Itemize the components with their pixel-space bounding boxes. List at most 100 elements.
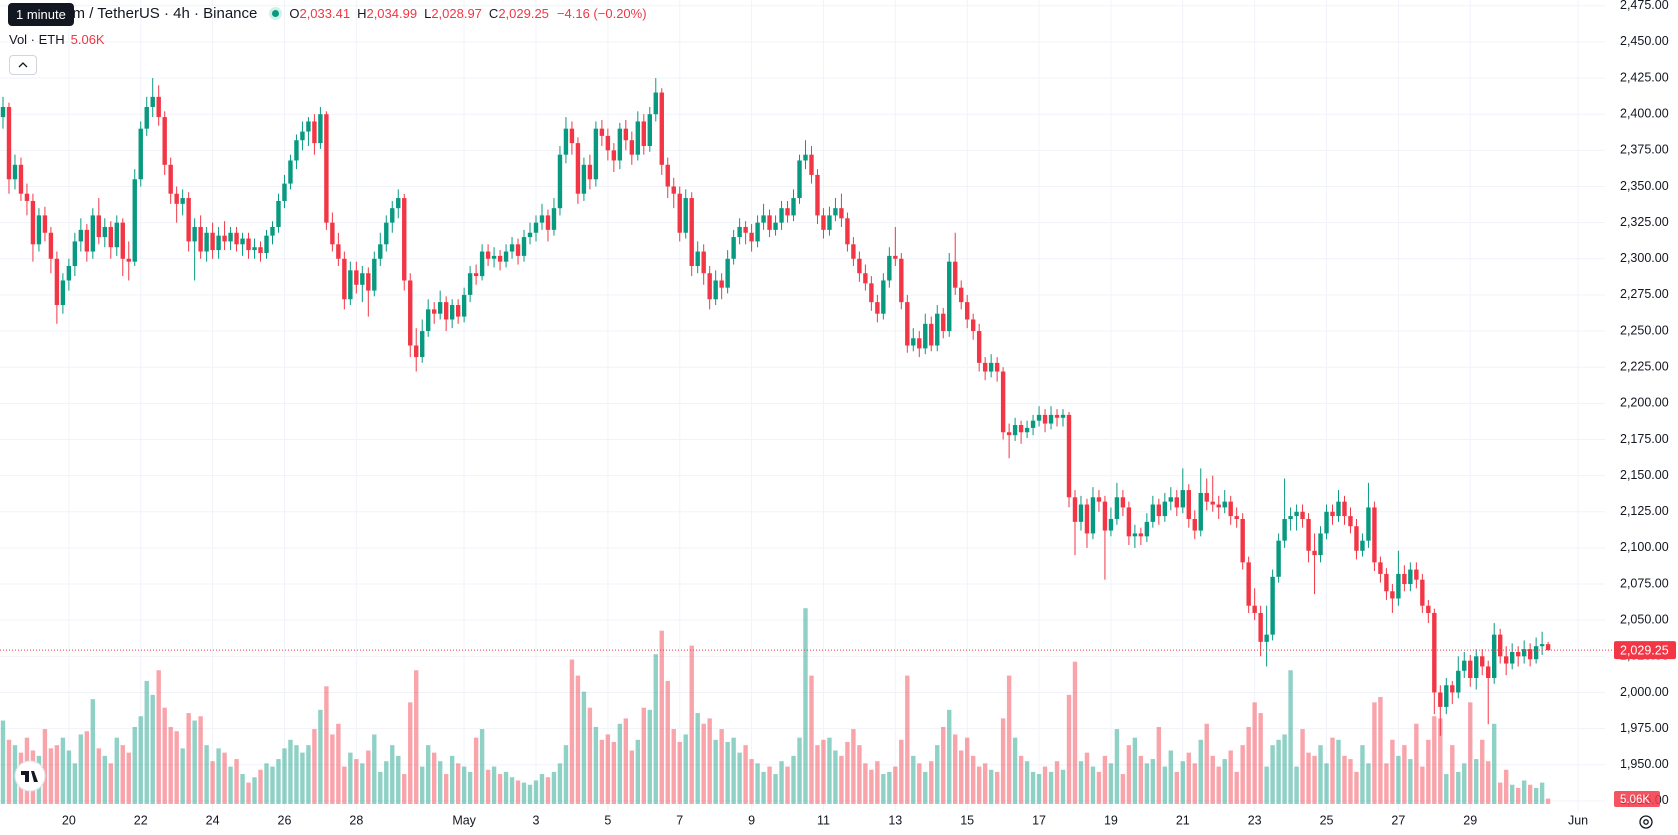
volume-bar <box>96 748 102 804</box>
volume-bar <box>875 761 880 804</box>
y-tick-label: 1,975.00 <box>1620 721 1669 735</box>
volume-bar <box>1108 763 1114 804</box>
candle-body <box>1234 516 1239 519</box>
candle-body <box>1336 501 1341 517</box>
volume-bar <box>893 766 898 804</box>
volume-bar <box>1539 782 1545 804</box>
y-tick-label: 2,400.00 <box>1620 107 1669 121</box>
volume-bar <box>449 755 455 804</box>
candle-body <box>1450 685 1455 693</box>
candle-body <box>210 232 215 251</box>
candle-body <box>761 215 766 223</box>
symbol-title[interactable]: Ethereum / TetherUS · 4h · Binance <box>20 5 258 22</box>
volume-bar <box>845 741 850 804</box>
candle-body <box>803 154 808 161</box>
candle-body <box>1492 634 1497 679</box>
candle-body <box>683 198 688 233</box>
candle-body <box>1486 666 1491 679</box>
volume-bar <box>1222 759 1227 804</box>
open-label: O <box>289 6 300 21</box>
volume-bar <box>767 766 772 804</box>
candle-body <box>1384 573 1389 592</box>
volume-bar <box>1294 766 1299 804</box>
candle-body <box>485 251 491 259</box>
candle-body <box>743 226 748 233</box>
volume-bar <box>869 769 874 804</box>
candle-body <box>1216 504 1221 508</box>
volume-bar <box>1186 752 1191 804</box>
candle-body <box>833 208 838 216</box>
candle-body <box>959 287 964 303</box>
volume-bar <box>437 761 443 804</box>
candle-body <box>923 323 928 349</box>
volume-bar <box>204 745 209 804</box>
candle-body <box>1360 540 1365 551</box>
volume-bar <box>1318 745 1323 804</box>
volume-bar <box>1066 694 1072 804</box>
volume-bar <box>60 737 66 804</box>
candle-body <box>611 150 617 161</box>
volume-bar <box>605 734 611 804</box>
candle-body <box>1078 504 1084 522</box>
volume-bar <box>827 737 832 804</box>
candle-body <box>84 229 90 252</box>
volume-bar <box>1408 759 1413 804</box>
candle-body <box>240 238 245 245</box>
candle-body <box>312 121 317 144</box>
candle-body <box>1258 612 1263 642</box>
candle-body <box>677 193 682 233</box>
volume-bar <box>66 750 72 804</box>
volume-bar <box>384 761 389 804</box>
collapse-button[interactable] <box>9 55 37 75</box>
candle-body <box>605 135 611 151</box>
x-tick-label: 20 <box>62 813 76 827</box>
candle-body <box>144 106 149 129</box>
volume-bar <box>294 745 299 804</box>
volume-bar <box>300 752 305 804</box>
settings-icon[interactable] <box>1639 815 1653 829</box>
volume-bar <box>659 630 664 804</box>
candle-body <box>964 302 970 320</box>
volume-bar <box>1174 771 1180 804</box>
candle-body <box>725 258 730 288</box>
volume-bar <box>210 761 215 804</box>
candle-body <box>162 117 167 165</box>
volume-bar <box>1258 713 1263 804</box>
volume-bar <box>994 771 1000 804</box>
volume-bar <box>551 771 557 804</box>
volume-bar <box>1366 763 1371 804</box>
x-tick-label: 23 <box>1248 813 1262 827</box>
volume-bar <box>1126 745 1132 804</box>
candle-body <box>755 222 760 242</box>
x-tick-label: 25 <box>1320 813 1334 827</box>
volume-bar <box>707 718 712 804</box>
candle-body <box>402 198 407 281</box>
volume-bar <box>929 761 934 804</box>
y-tick-label: 2,375.00 <box>1620 143 1669 157</box>
candle-body <box>899 258 904 303</box>
volume-bar <box>1264 766 1269 804</box>
volume-bar <box>1180 761 1185 804</box>
volume-bar <box>527 784 533 804</box>
candle-body <box>881 280 886 314</box>
x-tick-label: 9 <box>748 813 755 827</box>
candle-body <box>378 244 383 259</box>
volume-bar <box>360 763 365 804</box>
candle-body <box>1264 634 1269 642</box>
volume-bar <box>803 608 808 804</box>
candle-body <box>1180 490 1185 508</box>
volume-bar <box>168 726 173 804</box>
volume-bar <box>1474 759 1479 804</box>
x-tick-label: 28 <box>349 813 363 827</box>
volume-bar <box>923 771 928 804</box>
volume-bar <box>911 755 916 804</box>
volume-bar <box>330 734 335 804</box>
candle-body <box>467 273 473 295</box>
x-tick-label: 7 <box>676 813 683 827</box>
candle-body <box>1324 511 1329 534</box>
volume-bar <box>701 723 706 804</box>
volume-bar <box>1384 763 1389 804</box>
candle-body <box>779 208 784 223</box>
volume-bar <box>1192 763 1197 804</box>
volume-bar <box>282 748 287 804</box>
